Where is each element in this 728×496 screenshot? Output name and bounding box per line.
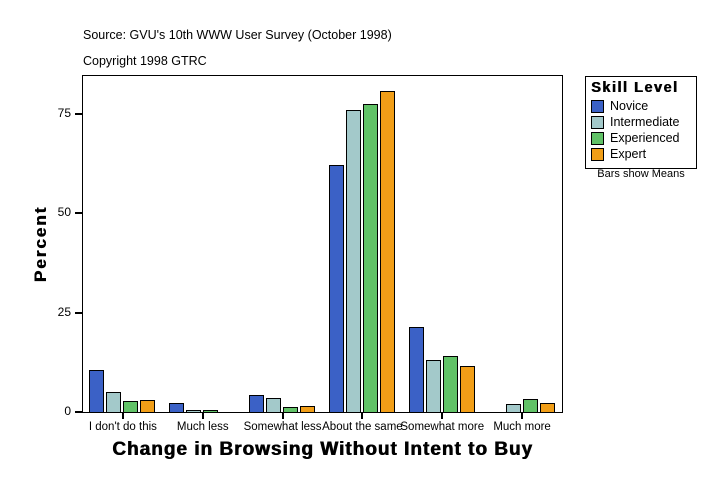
y-axis-tick-label: 0 bbox=[64, 404, 71, 418]
legend-swatch-intermediate bbox=[591, 115, 604, 129]
legend-swatch-experienced bbox=[591, 131, 604, 145]
legend-item-experienced: Experienced bbox=[591, 131, 691, 145]
x-axis-tick bbox=[121, 413, 124, 419]
bar-intermediate-3 bbox=[266, 398, 281, 412]
legend-item-label: Novice bbox=[610, 99, 649, 113]
source-text: Source: GVU's 10th WWW User Survey (Octo… bbox=[83, 28, 392, 42]
legend-item-intermediate: Intermediate bbox=[591, 115, 691, 129]
y-axis-tick-label: 25 bbox=[57, 304, 71, 319]
bar-expert-1 bbox=[140, 400, 155, 412]
y-axis-tick bbox=[75, 212, 82, 215]
x-axis-tick-label: Much more bbox=[493, 421, 551, 433]
bar-novice-4 bbox=[329, 165, 344, 412]
x-axis-tick-label: Much less bbox=[176, 421, 229, 433]
bar-experienced-2 bbox=[203, 410, 218, 412]
legend-note: Bars show Means bbox=[597, 168, 685, 180]
legend-item-label: Expert bbox=[610, 147, 647, 161]
x-axis-tick bbox=[521, 413, 524, 419]
y-axis-tick-label: 75 bbox=[57, 105, 71, 120]
legend-swatch-expert bbox=[591, 147, 604, 161]
legend-item-label: Experienced bbox=[610, 131, 680, 145]
plot-area bbox=[82, 75, 563, 413]
legend-box: Skill Level Novice Intermediate Experience… bbox=[585, 76, 697, 169]
y-axis-tick bbox=[75, 112, 82, 115]
x-axis-tick-label: About the same bbox=[322, 421, 403, 433]
legend-item-novice: Novice bbox=[591, 99, 691, 113]
bar-expert-5 bbox=[460, 366, 475, 412]
bar-expert-4 bbox=[380, 91, 395, 412]
legend-item-label: Intermediate bbox=[610, 115, 680, 129]
x-axis-tick-label: Somewhat less bbox=[243, 421, 322, 433]
x-axis-title: Change in Browsing Without Intent to Buy bbox=[112, 439, 533, 460]
bar-expert-6 bbox=[540, 403, 555, 412]
y-axis-tick bbox=[75, 311, 82, 314]
legend-title: Skill Level bbox=[591, 80, 679, 96]
y-axis-tick-label: 50 bbox=[57, 205, 71, 220]
bar-novice-1 bbox=[89, 370, 104, 412]
copyright-text: Copyright 1998 GTRC bbox=[83, 54, 207, 68]
bar-novice-2 bbox=[169, 403, 184, 412]
x-axis-tick bbox=[201, 413, 204, 419]
bar-experienced-5 bbox=[443, 356, 458, 412]
x-axis-tick-label: I don't do this bbox=[88, 421, 157, 433]
bar-novice-5 bbox=[409, 327, 424, 412]
bar-intermediate-2 bbox=[186, 410, 201, 412]
legend-item-expert: Expert bbox=[591, 147, 691, 161]
bar-novice-3 bbox=[249, 395, 264, 412]
bar-experienced-3 bbox=[283, 407, 298, 412]
bar-expert-3 bbox=[300, 406, 315, 412]
bar-intermediate-1 bbox=[106, 392, 121, 412]
legend-items: Novice Intermediate Experienced Expert bbox=[591, 99, 691, 161]
x-axis-tick bbox=[281, 413, 284, 419]
y-axis-tick bbox=[75, 411, 82, 413]
bar-experienced-1 bbox=[123, 401, 138, 412]
x-axis-tick bbox=[361, 413, 364, 419]
bar-experienced-4 bbox=[363, 104, 378, 412]
bar-experienced-6 bbox=[523, 399, 538, 412]
bar-intermediate-5 bbox=[426, 360, 441, 412]
x-axis-tick-label: Somewhat more bbox=[400, 421, 485, 433]
legend-swatch-novice bbox=[591, 99, 604, 113]
bar-intermediate-4 bbox=[346, 110, 361, 412]
bar-intermediate-6 bbox=[506, 404, 521, 412]
x-axis-tick bbox=[441, 413, 444, 419]
